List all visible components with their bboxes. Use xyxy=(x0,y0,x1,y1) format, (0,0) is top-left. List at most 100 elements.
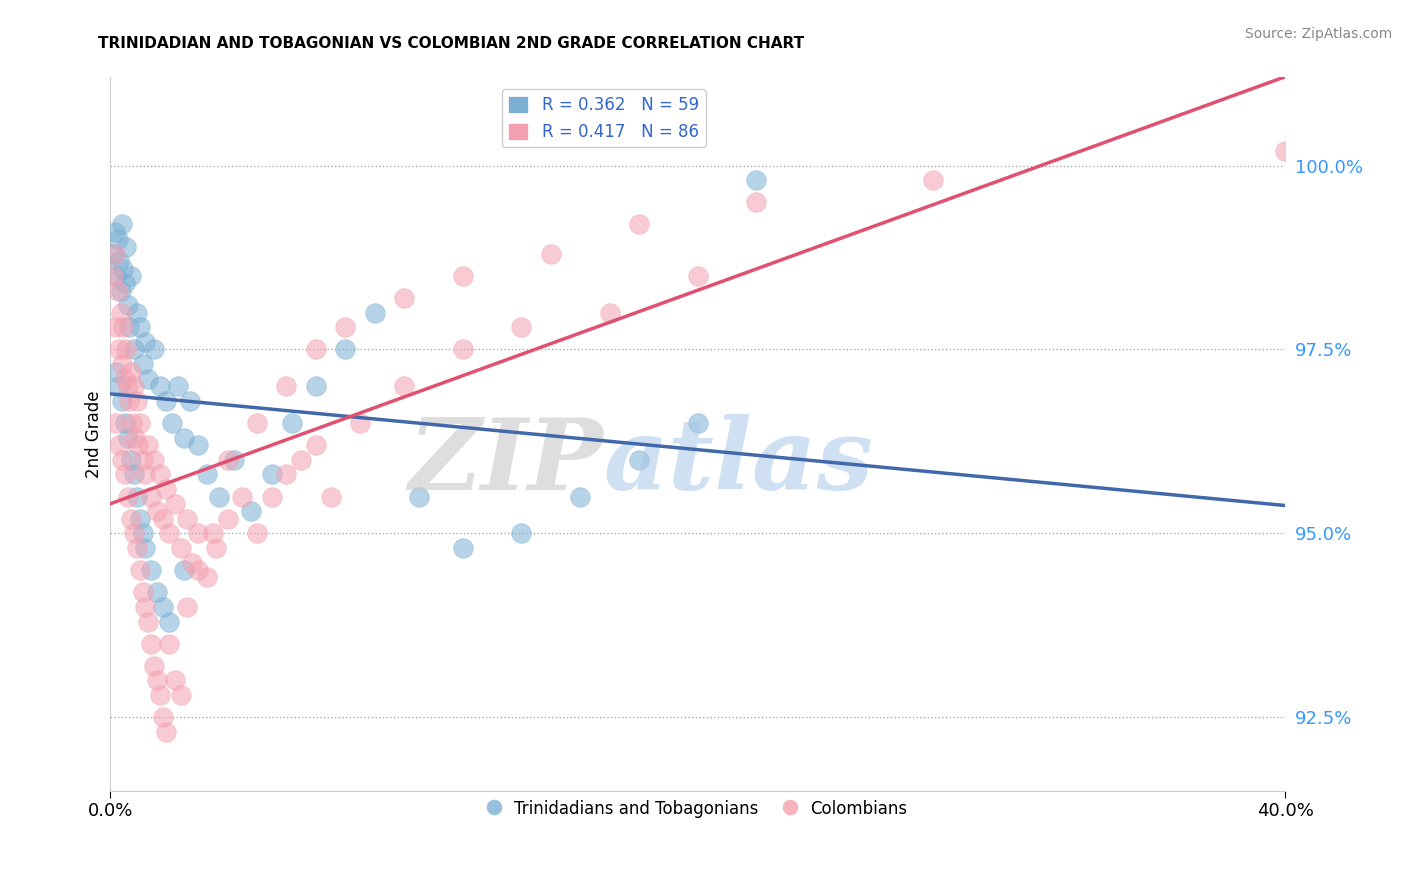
Point xyxy=(163,497,186,511)
Point xyxy=(141,563,163,577)
Point xyxy=(335,343,357,357)
Point xyxy=(125,490,148,504)
Point xyxy=(134,467,156,482)
Point xyxy=(146,673,169,688)
Text: ZIP: ZIP xyxy=(409,414,603,511)
Point xyxy=(149,379,172,393)
Point xyxy=(170,541,193,555)
Point xyxy=(1274,144,1296,158)
Point xyxy=(349,416,371,430)
Point xyxy=(111,393,134,408)
Point xyxy=(149,467,172,482)
Point xyxy=(451,268,474,283)
Point xyxy=(131,526,153,541)
Point xyxy=(131,585,153,599)
Point xyxy=(108,254,131,268)
Point xyxy=(125,541,148,555)
Point xyxy=(246,526,269,541)
Point xyxy=(276,467,298,482)
Point xyxy=(111,357,134,371)
Point xyxy=(152,511,174,525)
Text: atlas: atlas xyxy=(603,414,873,511)
Point xyxy=(173,563,195,577)
Point xyxy=(173,431,195,445)
Point xyxy=(305,343,328,357)
Point xyxy=(599,306,621,320)
Point xyxy=(107,232,129,246)
Point xyxy=(627,218,650,232)
Point xyxy=(187,526,209,541)
Point xyxy=(128,416,150,430)
Point xyxy=(510,526,533,541)
Point xyxy=(115,239,138,253)
Point xyxy=(125,393,148,408)
Point xyxy=(231,490,253,504)
Point xyxy=(240,504,263,518)
Point xyxy=(335,320,357,334)
Point xyxy=(131,452,153,467)
Point xyxy=(152,710,174,724)
Point xyxy=(111,452,134,467)
Point xyxy=(128,511,150,525)
Point xyxy=(451,541,474,555)
Point xyxy=(121,416,143,430)
Point xyxy=(155,393,177,408)
Point xyxy=(176,511,198,525)
Point xyxy=(246,416,269,430)
Point xyxy=(152,599,174,614)
Point xyxy=(305,438,328,452)
Point xyxy=(187,438,209,452)
Point xyxy=(105,320,128,334)
Point xyxy=(117,431,139,445)
Point xyxy=(120,452,142,467)
Point xyxy=(392,291,415,305)
Point xyxy=(138,615,160,629)
Point xyxy=(125,306,148,320)
Text: TRINIDADIAN AND TOBAGONIAN VS COLOMBIAN 2ND GRADE CORRELATION CHART: TRINIDADIAN AND TOBAGONIAN VS COLOMBIAN … xyxy=(98,36,804,51)
Point xyxy=(117,379,139,393)
Legend: Trinidadians and Tobagonians, Colombians: Trinidadians and Tobagonians, Colombians xyxy=(481,794,914,825)
Point xyxy=(112,320,135,334)
Y-axis label: 2nd Grade: 2nd Grade xyxy=(86,391,103,478)
Point xyxy=(143,658,166,673)
Point xyxy=(202,526,225,541)
Point xyxy=(208,490,231,504)
Point xyxy=(122,379,145,393)
Point xyxy=(128,320,150,334)
Point xyxy=(392,379,415,393)
Point xyxy=(122,343,145,357)
Point xyxy=(107,284,129,298)
Point xyxy=(745,173,768,187)
Point xyxy=(155,724,177,739)
Point xyxy=(143,452,166,467)
Point xyxy=(134,599,156,614)
Point xyxy=(124,431,146,445)
Point xyxy=(117,298,139,312)
Point xyxy=(921,173,943,187)
Point xyxy=(143,343,166,357)
Point xyxy=(319,490,342,504)
Point xyxy=(134,335,156,350)
Point xyxy=(569,490,592,504)
Point xyxy=(540,247,562,261)
Point xyxy=(686,268,709,283)
Point xyxy=(110,284,132,298)
Point xyxy=(166,379,188,393)
Point xyxy=(205,541,228,555)
Point xyxy=(105,365,128,379)
Point xyxy=(108,379,131,393)
Point xyxy=(187,563,209,577)
Point xyxy=(149,688,172,702)
Point xyxy=(122,467,145,482)
Point xyxy=(111,218,134,232)
Point xyxy=(114,277,136,291)
Point xyxy=(745,195,768,210)
Point xyxy=(101,268,124,283)
Point xyxy=(105,416,128,430)
Point xyxy=(146,585,169,599)
Point xyxy=(157,615,180,629)
Point xyxy=(170,688,193,702)
Point xyxy=(157,636,180,650)
Point xyxy=(451,343,474,357)
Point xyxy=(195,467,218,482)
